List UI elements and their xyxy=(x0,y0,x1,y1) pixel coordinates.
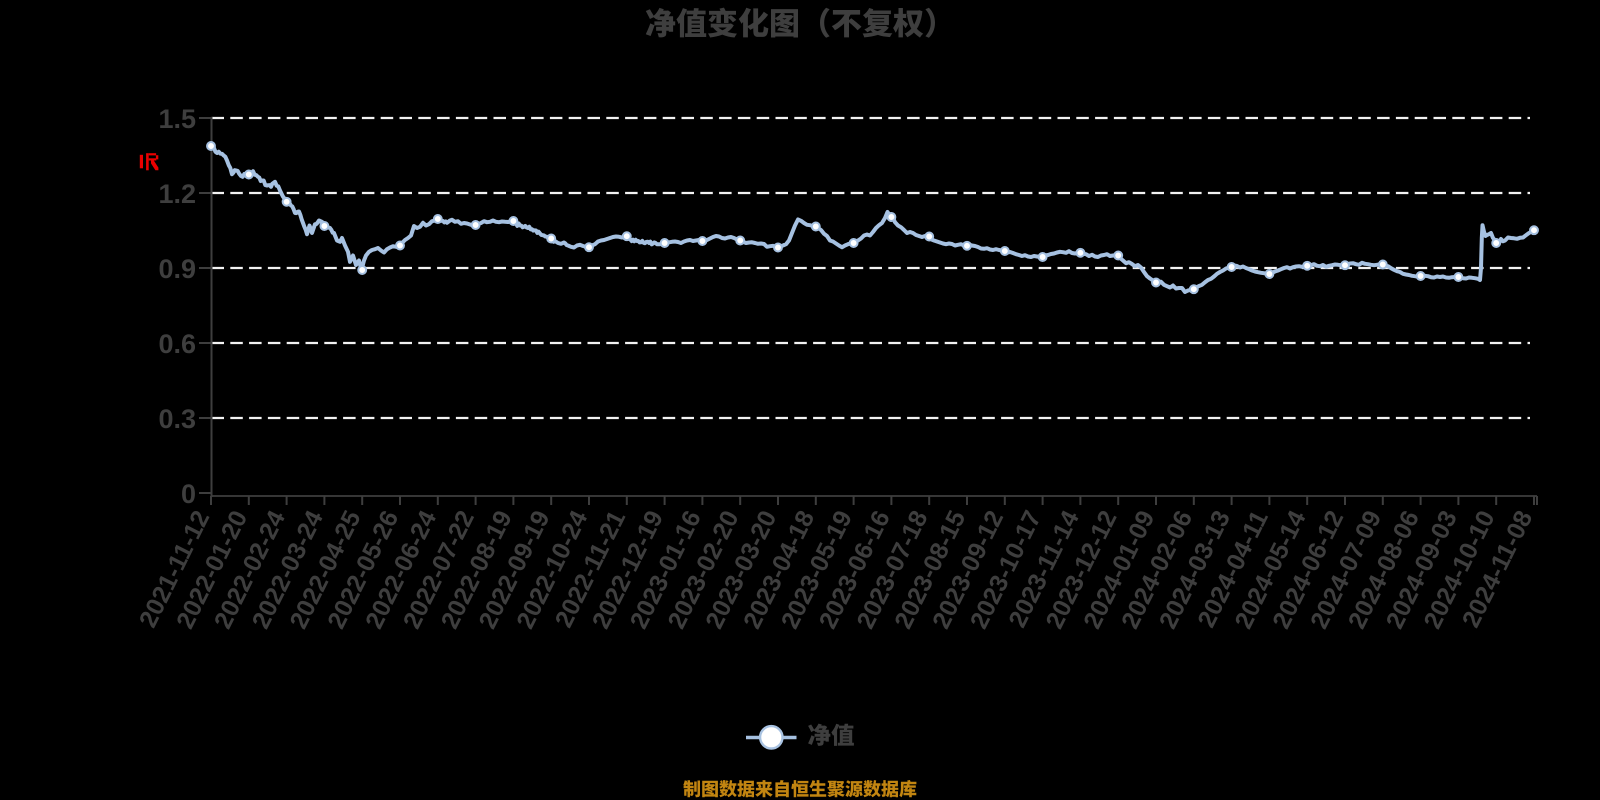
svg-text:1.2: 1.2 xyxy=(158,179,196,209)
svg-text:0.6: 0.6 xyxy=(158,329,196,359)
svg-text:1.5: 1.5 xyxy=(158,104,196,134)
svg-text:0: 0 xyxy=(181,479,196,509)
svg-text:0.3: 0.3 xyxy=(158,404,196,434)
svg-text:0.9: 0.9 xyxy=(158,254,196,284)
